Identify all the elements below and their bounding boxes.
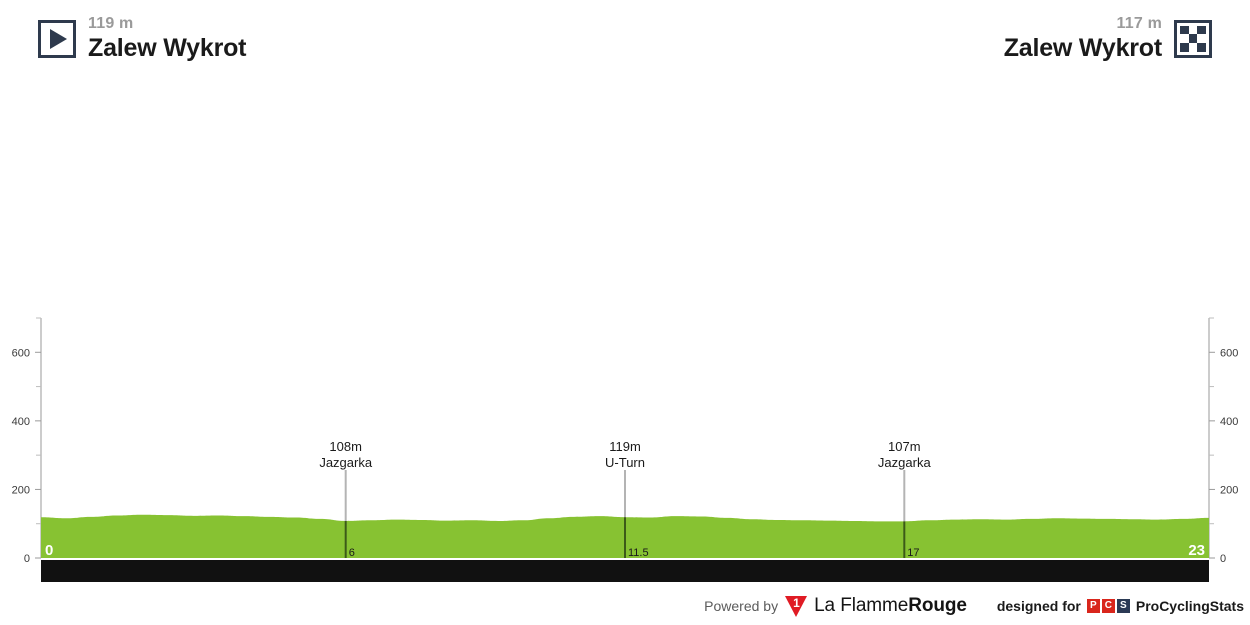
poi-km-label: 6 — [349, 547, 355, 559]
poi-km-label: 11.5 — [628, 547, 649, 559]
flamme-rouge-digit: 1 — [793, 595, 800, 610]
poi-name: Jazgarka — [878, 455, 932, 470]
stage-finish-text: 117 m Zalew Wykrot — [1004, 16, 1162, 61]
stage-finish: 117 m Zalew Wykrot — [1004, 16, 1212, 61]
stage-start: 119 m Zalew Wykrot — [38, 16, 246, 61]
start-place: Zalew Wykrot — [88, 34, 247, 62]
checkered-flag-icon — [1174, 19, 1212, 58]
poi-altitude: 108m — [329, 439, 362, 454]
checker-grid — [1180, 25, 1206, 52]
powered-by-credit: Powered by 1 La FlammeRouge — [704, 595, 967, 617]
finish-place: Zalew Wykrot — [1003, 34, 1162, 62]
play-icon — [38, 19, 76, 58]
pcs-badge-icon: P C S — [1086, 599, 1130, 613]
profile-header: 119 m Zalew Wykrot 117 m Zalew Wykrot — [0, 0, 1250, 80]
powered-by-label: Powered by — [704, 598, 779, 614]
poi-km-label: 17 — [907, 547, 919, 559]
y-axis-label-right: 600 — [1220, 347, 1238, 359]
km-start-label: 0 — [45, 542, 53, 559]
finish-altitude: 117 m — [1116, 15, 1162, 32]
y-axis-label-right: 0 — [1220, 553, 1226, 565]
poi-name: Jazgarka — [319, 455, 373, 470]
flamme-rouge-icon: 1 — [785, 595, 808, 617]
y-axis-label-left: 600 — [12, 347, 30, 359]
start-altitude: 119 m — [88, 15, 134, 32]
lfr-name-bold: Rouge — [908, 595, 967, 616]
y-axis-label-left: 200 — [12, 484, 30, 496]
km-end-label: 23 — [1188, 542, 1205, 559]
pcs-name-label: ProCyclingStats — [1135, 598, 1244, 614]
stage-start-text: 119 m Zalew Wykrot — [88, 16, 246, 61]
pcs-credit: designed for P C S ProCyclingStats — [997, 598, 1244, 614]
lfr-name-light: La Flamme — [814, 595, 909, 616]
play-triangle — [50, 28, 67, 49]
pcs-badge-p: P — [1086, 599, 1100, 613]
poi-altitude: 107m — [888, 439, 921, 454]
y-axis-label-left: 0 — [24, 553, 30, 565]
flamme-rouge-wordmark: La FlammeRouge — [814, 595, 967, 617]
y-axis-label-right: 400 — [1220, 416, 1238, 428]
pcs-badge-s: S — [1116, 599, 1130, 613]
footer-credits: Powered by 1 La FlammeRouge designed for… — [0, 593, 1250, 619]
poi-altitude: 119m — [609, 439, 641, 454]
poi-name: U-Turn — [605, 455, 645, 470]
road-bar — [41, 560, 1209, 582]
designed-for-label: designed for — [996, 598, 1081, 614]
y-axis-label-left: 400 — [12, 416, 30, 428]
pcs-badge-c: C — [1101, 599, 1115, 613]
y-axis-label-right: 200 — [1220, 484, 1238, 496]
